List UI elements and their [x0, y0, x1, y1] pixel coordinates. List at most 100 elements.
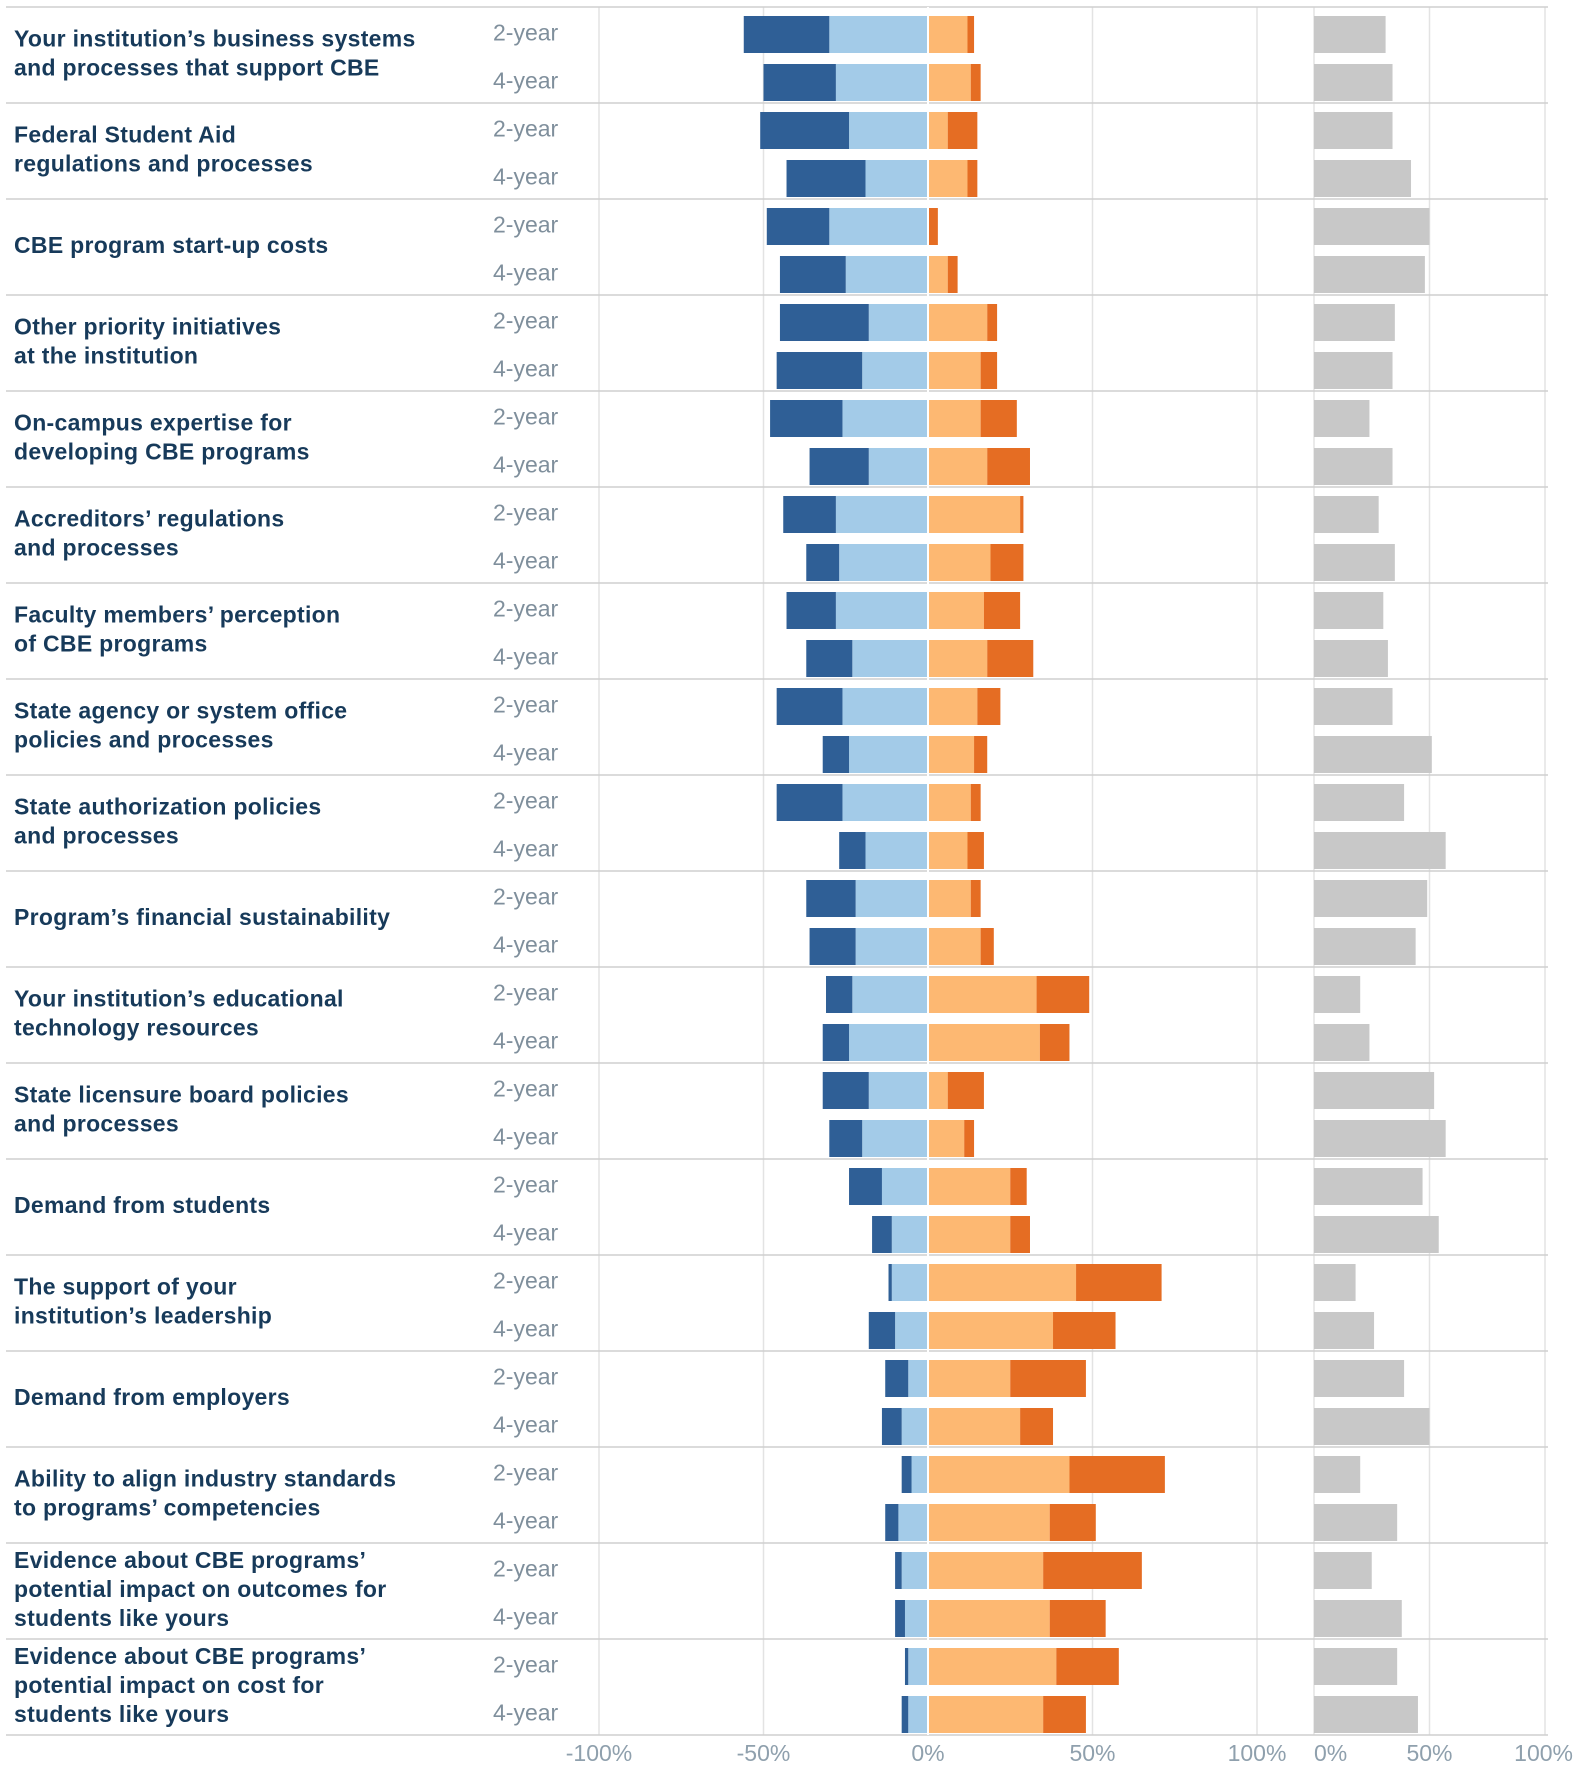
bar-segment — [849, 112, 928, 149]
group-label: 4-year — [493, 1700, 559, 1726]
bar-segment — [928, 496, 1021, 533]
bar-segment — [776, 784, 843, 821]
side-bar — [1314, 400, 1370, 437]
group-label: 4-year — [493, 260, 559, 286]
category-label: institution’s leadership — [14, 1303, 272, 1329]
bar-segment — [928, 976, 1037, 1013]
bar-segment — [1020, 1408, 1054, 1445]
bar-segment — [895, 1552, 902, 1589]
category-label: Demand from employers — [14, 1384, 290, 1410]
bar-segment — [928, 1648, 1057, 1685]
bar-segment — [928, 1456, 1070, 1493]
category-label: Faculty members’ perception — [14, 602, 340, 628]
bar-segment — [928, 592, 984, 629]
bar-segment — [928, 208, 938, 245]
category-label: developing CBE programs — [14, 439, 310, 465]
bar-segment — [888, 1264, 892, 1301]
side-bar — [1314, 1696, 1418, 1733]
bar-segment — [928, 1312, 1054, 1349]
bar-segment — [868, 1312, 896, 1349]
category-label: at the institution — [14, 343, 198, 369]
group-label: 4-year — [493, 1124, 559, 1150]
bar-segment — [928, 256, 948, 293]
bar-segment — [928, 640, 988, 677]
side-bar — [1314, 160, 1412, 197]
category-label: regulations and processes — [14, 151, 313, 177]
x-tick-label: -100% — [566, 1740, 632, 1766]
bar-segment — [835, 592, 928, 629]
bar-segment — [891, 1264, 928, 1301]
side-bar — [1314, 1408, 1430, 1445]
bar-segment — [779, 304, 869, 341]
group-label: 2-year — [493, 1172, 559, 1198]
bar-segment — [881, 1408, 902, 1445]
category-label: The support of your — [14, 1274, 237, 1300]
bar-segment — [849, 1168, 882, 1205]
category-label: State agency or system office — [14, 698, 347, 724]
bar-segment — [928, 64, 971, 101]
group-label: 2-year — [493, 1076, 559, 1102]
bar-segment — [1010, 1216, 1030, 1253]
category-label: students like yours — [14, 1605, 229, 1631]
side-bar — [1314, 352, 1393, 389]
bar-segment — [839, 544, 928, 581]
bar-segment — [845, 256, 928, 293]
bar-segment — [967, 832, 984, 869]
group-label: 4-year — [493, 740, 559, 766]
bar-segment — [928, 304, 988, 341]
category-label: and processes — [14, 1111, 179, 1137]
group-label: 2-year — [493, 1268, 559, 1294]
bar-segment — [862, 1120, 928, 1157]
side-bar — [1314, 544, 1395, 581]
bar-segment — [763, 64, 836, 101]
bar-segment — [895, 1312, 928, 1349]
category-label: policies and processes — [14, 727, 274, 753]
bar-segment — [855, 880, 928, 917]
bar-segment — [970, 64, 981, 101]
bar-segment — [786, 592, 836, 629]
bar-segment — [928, 928, 981, 965]
category-label: Federal Student Aid — [14, 122, 236, 148]
category-label: Program’s financial sustainability — [14, 904, 390, 930]
category-label: and processes that support CBE — [14, 55, 380, 81]
category-label: potential impact on cost for — [14, 1672, 324, 1698]
category-label: CBE program start-up costs — [14, 232, 329, 258]
bar-segment — [980, 352, 998, 389]
bar-segment — [970, 880, 981, 917]
side-bar — [1314, 640, 1388, 677]
bar-segment — [1043, 1696, 1086, 1733]
bar-segment — [928, 1024, 1040, 1061]
bar-segment — [908, 1696, 928, 1733]
bar-segment — [901, 1408, 928, 1445]
bar-segment — [806, 544, 840, 581]
bar-segment — [829, 1120, 863, 1157]
x2-tick-label: 50% — [1406, 1740, 1452, 1766]
bar-segment — [977, 688, 1001, 725]
bar-segment — [928, 1120, 965, 1157]
bar-segment — [881, 1168, 928, 1205]
bar-segment — [987, 304, 998, 341]
bar-segment — [967, 16, 975, 53]
category-label: and processes — [14, 823, 179, 849]
category-label: Your institution’s business systems — [14, 26, 416, 52]
bar-segment — [872, 1216, 892, 1253]
category-label: State licensure board policies — [14, 1082, 349, 1108]
side-bar — [1314, 1648, 1398, 1685]
group-label: 4-year — [493, 1220, 559, 1246]
bar-segment — [1043, 1552, 1142, 1589]
group-label: 4-year — [493, 452, 559, 478]
group-label: 4-year — [493, 644, 559, 670]
group-label: 2-year — [493, 1460, 559, 1486]
bar-segment — [928, 400, 981, 437]
bar-segment — [947, 1072, 984, 1109]
bar-segment — [806, 640, 853, 677]
side-bar — [1314, 1600, 1402, 1637]
side-bar — [1314, 832, 1446, 869]
side-bar — [1314, 64, 1393, 101]
bar-segment — [928, 1600, 1050, 1637]
bar-segment — [904, 1648, 909, 1685]
bar-segment — [928, 1360, 1011, 1397]
bar-segment — [855, 928, 928, 965]
bar-segment — [743, 16, 830, 53]
